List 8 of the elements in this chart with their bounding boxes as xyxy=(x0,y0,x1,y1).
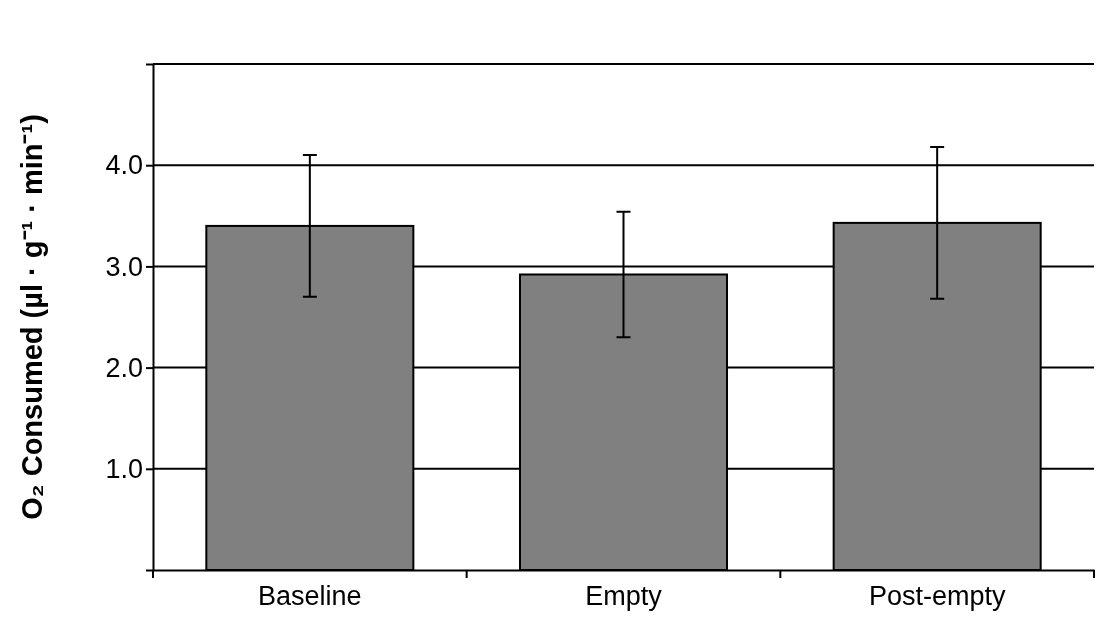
y-tick-label: 3.0 xyxy=(105,251,143,282)
y-tick-label: 4.0 xyxy=(105,150,143,181)
y-axis-title: O₂ Consumed (µl · g⁻¹ · min⁻¹) xyxy=(16,114,48,520)
x-tick-label: Empty xyxy=(585,581,663,612)
x-tick-label: Baseline xyxy=(258,581,362,612)
y-tick-label: 1.0 xyxy=(105,453,143,484)
y-tick-label: 2.0 xyxy=(105,352,143,383)
x-tick-label: Post-empty xyxy=(868,581,1006,612)
